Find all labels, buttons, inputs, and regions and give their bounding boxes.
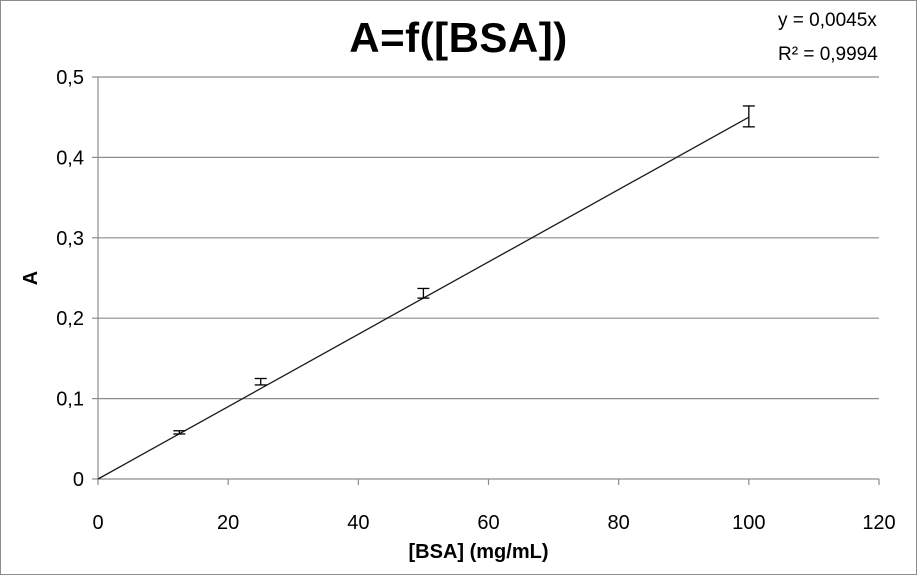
y-tick-labels: 0 0,1 0,2 0,3 0,4 0,5 [56,67,84,491]
y-tick-label: 0,1 [56,389,84,411]
trendline-r-squared: R² = 0,9994 [778,44,878,65]
y-tick-label: 0 [73,469,84,491]
error-bar [254,377,267,386]
y-tick-label: 0,2 [56,308,84,330]
error-bar [417,287,430,299]
x-tick-label: 100 [732,512,765,534]
y-tick-label: 0,3 [56,228,84,250]
x-tick-label: 0 [92,512,103,534]
x-axis-title: [BSA] (mg/mL) [409,541,549,563]
y-tick-label: 0,5 [56,67,84,89]
error-bar [173,430,186,435]
x-tick-label: 20 [217,512,239,534]
x-tick-label: 120 [862,512,895,534]
axes [92,76,880,485]
error-bars [173,105,755,435]
x-tick-label: 40 [347,512,369,534]
x-tick-label: 80 [608,512,630,534]
x-tick-label: 60 [477,512,499,534]
y-tick-label: 0,4 [56,147,84,169]
x-tick-labels: 0 20 40 60 80 100 120 [92,512,895,534]
gridlines [98,76,879,400]
error-bar [742,105,755,128]
y-axis-title: A [20,271,42,285]
chart-title: A=f([BSA]) [349,14,568,61]
trendline-equation: y = 0,0045x [778,10,877,31]
